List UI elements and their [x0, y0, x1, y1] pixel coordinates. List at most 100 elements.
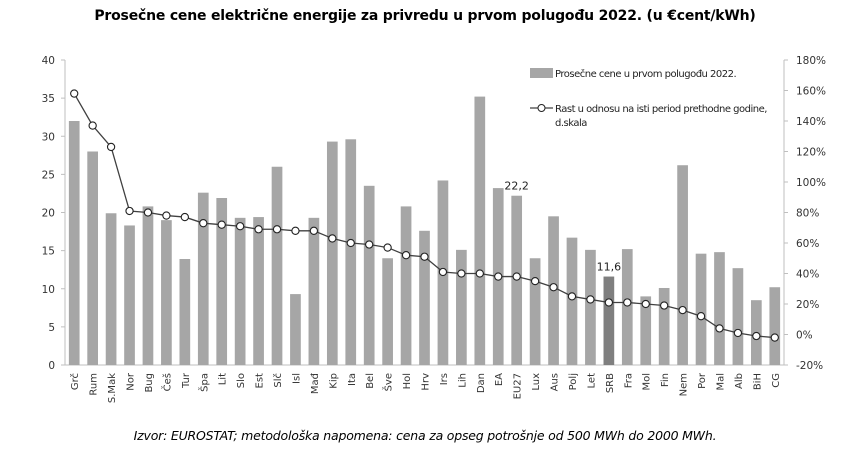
left-axis-tick-label: 5: [48, 322, 55, 334]
x-tick-label: Hrv: [421, 373, 432, 391]
x-tick-label: Fin: [660, 373, 671, 387]
x-tick-label: SRB: [605, 373, 616, 393]
bar-Bel: [363, 185, 375, 365]
growth-point-Češ: [162, 211, 171, 220]
growth-point-Nem: [678, 305, 687, 315]
bar-Grč: [68, 121, 80, 365]
left-axis-tick-label: 20: [42, 208, 55, 220]
bar-Šve: [382, 258, 393, 365]
bar-Fra: [621, 249, 633, 365]
x-tick-label: Let: [586, 373, 597, 389]
x-tick-label: Tur: [181, 372, 192, 389]
right-axis-tick-label: 40%: [796, 269, 819, 281]
growth-point-Grč: [70, 89, 79, 98]
bar-series: [68, 96, 781, 365]
left-axis-tick-label: 40: [42, 55, 55, 67]
x-tick-label: Dan: [476, 373, 487, 393]
right-axis-tick-label: 80%: [796, 208, 819, 220]
legend-line-label: Rast u odnosu na isti period prethodne g…: [555, 104, 767, 115]
growth-point-Špa: [199, 219, 208, 228]
x-tick-label: EA: [494, 373, 505, 386]
growth-point-Aus: [549, 283, 558, 292]
growth-point-Mol: [641, 299, 650, 309]
left-axis-tick-label: 15: [42, 246, 55, 258]
bar-SRB: [603, 276, 615, 365]
x-tick-label: Kip: [328, 373, 339, 389]
growth-point-Slč: [272, 225, 282, 234]
growth-point-S.Mak: [106, 142, 116, 152]
growth-point-Kip: [328, 234, 337, 243]
x-tick-label: Slo: [236, 373, 247, 388]
right-axis-tick-label: 180%: [796, 55, 826, 67]
bar-Slo: [234, 217, 246, 365]
growth-point-Lux: [530, 276, 540, 286]
x-tick-label: S.Mak: [107, 373, 118, 403]
x-tick-label: Lux: [531, 373, 542, 391]
growth-point-Bel: [365, 240, 374, 249]
growth-point-Isl: [291, 226, 300, 235]
right-axis-tick-label: 140%: [796, 116, 826, 128]
bar-Est: [253, 217, 264, 365]
right-axis-tick-label: 0%: [796, 330, 813, 342]
growth-point-Alb: [733, 328, 743, 338]
bar-CG: [769, 287, 781, 365]
growth-point-Irs: [438, 267, 448, 277]
x-tick-label: Slč: [272, 373, 284, 388]
left-axis-tick-label: 10: [42, 284, 55, 296]
growth-point-Lih: [457, 269, 466, 278]
x-tick-label: Irs: [439, 373, 450, 385]
bar-Hol: [400, 206, 412, 365]
bar-Por: [695, 253, 707, 365]
x-tick-label: Nem: [679, 373, 690, 396]
x-tick-label: EU27: [513, 373, 524, 399]
bar-Fin: [658, 287, 670, 365]
bar-Alb: [732, 268, 744, 365]
x-tick-label: Alb: [734, 373, 745, 389]
bar-Tur: [179, 259, 191, 365]
x-tick-label: Bug: [144, 373, 155, 393]
growth-point-Šve: [383, 243, 392, 252]
right-axis-tick-label: 100%: [796, 177, 826, 189]
bar-Slč: [271, 166, 283, 365]
x-tick-label: Est: [255, 373, 266, 389]
bar-Dan: [474, 96, 486, 365]
bar-Češ: [161, 220, 172, 365]
bar-Bug: [142, 206, 154, 365]
bar-Nem: [677, 165, 688, 365]
bar-Mal: [714, 252, 725, 365]
growth-point-Let: [586, 295, 595, 304]
legend-bar-label: Prosečne cene u prvom polugođu 2022.: [555, 68, 737, 80]
bar-Lux: [529, 258, 541, 365]
line-series: [70, 89, 779, 342]
x-tick-label: Mađ: [310, 372, 321, 394]
source-note: Izvor: EUROSTAT; metodološka napomena: c…: [133, 428, 717, 443]
growth-point-Slo: [235, 222, 245, 231]
x-tick-label: BiH: [752, 373, 763, 390]
growth-point-EU27: [512, 272, 521, 281]
legend-bar-swatch: [530, 68, 553, 78]
growth-point-Lit: [217, 220, 226, 229]
bar-Hrv: [419, 230, 430, 365]
growth-point-Hol: [401, 251, 411, 260]
x-tick-label: Hol: [402, 373, 413, 389]
bar-S.Mak: [105, 213, 117, 365]
x-tick-label: Por: [697, 372, 708, 389]
x-tick-label: CG: [771, 373, 782, 388]
growth-point-Mal: [715, 324, 724, 333]
data-labels: 22,2 11,6: [504, 180, 621, 274]
growth-point-Est: [254, 225, 263, 234]
legend: Prosečne cene u prvom polugođu 2022. Ras…: [530, 68, 768, 129]
left-axis-tick-label: 30: [42, 131, 55, 143]
left-axis-tick-label: 25: [42, 169, 55, 181]
bar-Mađ: [308, 217, 320, 365]
growth-point-Fra: [623, 298, 632, 307]
chart-title: Prosečne cene električne energije za pri…: [94, 8, 756, 24]
x-tick-label: Špa: [197, 373, 210, 392]
x-tick-label: Grč: [69, 373, 81, 390]
right-axis-tick-label: 20%: [796, 299, 819, 311]
bar-Ita: [345, 139, 357, 365]
data-label-EU27: 22,2: [504, 180, 529, 193]
growth-point-Nor: [125, 206, 134, 216]
right-axis-tick-label: 120%: [796, 147, 826, 159]
